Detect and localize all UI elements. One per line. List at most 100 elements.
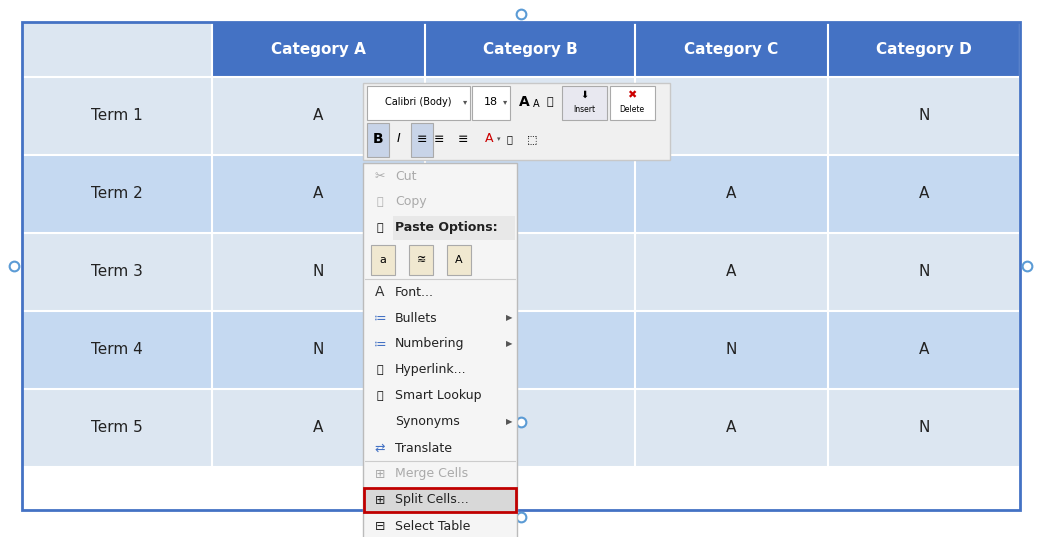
Bar: [22, 77, 212, 155]
Bar: [635, 233, 828, 311]
Text: A: A: [919, 186, 930, 201]
Bar: [610, 86, 655, 120]
Bar: [212, 233, 425, 311]
Text: ⧉: ⧉: [377, 197, 383, 207]
Text: ⊞: ⊞: [375, 494, 385, 506]
Text: Term 3: Term 3: [91, 265, 143, 279]
Text: I: I: [397, 133, 401, 146]
Bar: [364, 488, 516, 512]
Text: ✂: ✂: [375, 170, 385, 183]
Text: Delete: Delete: [619, 105, 644, 114]
Text: Synonyms: Synonyms: [395, 416, 460, 429]
Bar: [828, 389, 1020, 467]
Text: 🔍: 🔍: [377, 391, 383, 401]
Text: A: A: [518, 95, 530, 109]
Bar: [22, 389, 212, 467]
Text: 🖌: 🖌: [547, 97, 554, 107]
Bar: [425, 311, 635, 389]
Text: N: N: [312, 265, 324, 279]
Text: Calibri (Body): Calibri (Body): [385, 97, 452, 107]
Text: A: A: [485, 133, 493, 146]
Text: N: N: [726, 343, 737, 358]
Text: N: N: [918, 420, 930, 436]
Bar: [212, 22, 425, 77]
Text: Translate: Translate: [395, 441, 452, 454]
Text: N: N: [312, 343, 324, 358]
Text: Smart Lookup: Smart Lookup: [395, 389, 482, 403]
Bar: [472, 86, 510, 120]
Bar: [425, 389, 635, 467]
Text: A: A: [727, 186, 737, 201]
Bar: [635, 311, 828, 389]
Text: ✖: ✖: [628, 90, 637, 100]
Text: Category A: Category A: [271, 42, 366, 57]
Text: ≔: ≔: [374, 337, 386, 351]
Text: 📋: 📋: [377, 223, 383, 233]
Bar: [212, 155, 425, 233]
Text: Category B: Category B: [483, 42, 578, 57]
Bar: [425, 233, 635, 311]
Bar: [425, 22, 635, 77]
Bar: [828, 233, 1020, 311]
Text: Select Table: Select Table: [395, 519, 471, 533]
Bar: [409, 245, 433, 275]
Text: A: A: [533, 99, 539, 109]
Text: ≔: ≔: [374, 311, 386, 324]
Text: ⬚: ⬚: [527, 134, 537, 144]
Bar: [22, 311, 212, 389]
Bar: [828, 22, 1020, 77]
Text: ▾: ▾: [463, 98, 467, 106]
Bar: [367, 123, 389, 157]
Bar: [371, 245, 395, 275]
Bar: [562, 86, 607, 120]
Bar: [635, 22, 828, 77]
Text: B: B: [373, 132, 383, 146]
Text: Split Cells...: Split Cells...: [395, 494, 468, 506]
Bar: [635, 77, 828, 155]
Text: Numbering: Numbering: [395, 337, 464, 351]
Text: Insert: Insert: [573, 105, 595, 114]
Text: A: A: [313, 420, 324, 436]
Text: ⊟: ⊟: [375, 519, 385, 533]
Text: Bullets: Bullets: [395, 311, 437, 324]
Text: A: A: [375, 285, 385, 299]
Text: Paste Options:: Paste Options:: [395, 221, 498, 235]
Bar: [22, 22, 212, 77]
Text: 🔗: 🔗: [377, 365, 383, 375]
Bar: [212, 389, 425, 467]
Bar: [425, 155, 635, 233]
Text: Copy: Copy: [395, 195, 427, 208]
Text: Term 2: Term 2: [92, 186, 143, 201]
Text: A: A: [455, 255, 463, 265]
Bar: [22, 233, 212, 311]
Text: ⇄: ⇄: [375, 441, 385, 454]
Text: ≋: ≋: [416, 255, 426, 265]
Text: 18: 18: [484, 97, 498, 107]
Text: ▶: ▶: [506, 339, 512, 349]
Text: ▶: ▶: [506, 314, 512, 323]
Text: Cut: Cut: [395, 170, 416, 183]
Text: N: N: [918, 108, 930, 124]
Text: Merge Cells: Merge Cells: [395, 468, 468, 481]
Text: A: A: [727, 265, 737, 279]
Text: 🪣: 🪣: [507, 134, 513, 144]
Bar: [635, 389, 828, 467]
Text: Category D: Category D: [877, 42, 972, 57]
Bar: [828, 77, 1020, 155]
Bar: [393, 216, 515, 240]
Text: A: A: [727, 420, 737, 436]
Bar: [425, 77, 635, 155]
Text: ≡: ≡: [416, 133, 427, 146]
Text: Term 1: Term 1: [92, 108, 143, 124]
Bar: [447, 245, 471, 275]
Text: Term 4: Term 4: [92, 343, 143, 358]
Bar: [22, 155, 212, 233]
Text: ▾: ▾: [503, 98, 507, 106]
Bar: [363, 83, 670, 160]
Text: ▾: ▾: [497, 136, 501, 142]
Text: Term 5: Term 5: [92, 420, 143, 436]
Text: ≡: ≡: [458, 133, 468, 146]
Text: Hyperlink...: Hyperlink...: [395, 364, 466, 376]
Text: ⬇: ⬇: [580, 90, 588, 100]
Bar: [828, 311, 1020, 389]
